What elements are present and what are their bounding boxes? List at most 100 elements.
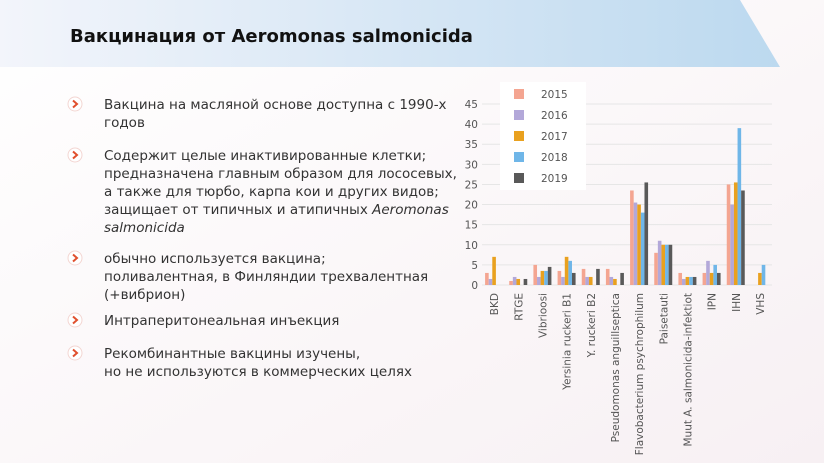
bullet-line: годов [104, 115, 145, 131]
bullet-line: Рекомбинантные вакцины изучены, [104, 346, 360, 362]
bar [692, 276, 697, 285]
bar [492, 256, 496, 285]
bar [654, 252, 658, 285]
x-tick-label: Pseudomonas anguillseptica [610, 293, 622, 442]
bar [488, 278, 493, 285]
bar [564, 256, 569, 285]
legend-swatch [514, 152, 524, 162]
bar [644, 182, 649, 285]
bar [726, 184, 731, 285]
bullet-list: Вакцина на масляной основе доступна с 19… [67, 96, 457, 380]
bar [557, 270, 562, 285]
x-tick-label: Vibrioosi [537, 293, 549, 338]
bullet-chevron [72, 348, 79, 358]
text-segment: предназначена главным образом для лососе… [104, 166, 457, 182]
bar [702, 272, 707, 285]
chart: 0 5 10 15 20 25 30 35 40 45 BKD RTGE Vibrioosi Yersin… [465, 82, 772, 455]
text-segment: Вакцина на масляной основе доступна с 19… [104, 97, 447, 113]
bar [561, 276, 565, 285]
bar [588, 276, 593, 285]
bar [709, 272, 714, 285]
bar [596, 268, 600, 285]
y-tick-label: 40 [465, 119, 478, 131]
text-segment: Aeromonas [371, 202, 449, 218]
header-band [0, 0, 780, 67]
bullet-line: поливалентная, в Финляндии трехвалентная [104, 269, 428, 285]
legend-swatch [514, 110, 524, 120]
bar [485, 272, 489, 285]
x-tick-label: Y. ruckeri B2 [586, 293, 598, 358]
bar [678, 272, 683, 285]
legend-label: 2019 [541, 173, 568, 185]
bullet-line: обычно используется вакцина; [104, 251, 326, 267]
bullet-line: (+вибрион) [104, 287, 185, 303]
bullet-line: предназначена главным образом для лососе… [104, 166, 457, 182]
bullet-chevron [72, 315, 79, 325]
bullet-chevron [72, 253, 79, 263]
bar [509, 280, 513, 285]
bar [668, 244, 673, 285]
y-tick-label: 35 [465, 139, 478, 151]
bar [661, 244, 666, 285]
bullet-icon [67, 312, 83, 328]
text-segment: защищает от типичных и атипичных [104, 202, 372, 218]
bar [516, 278, 521, 285]
text-segment: Интраперитонеальная инъекция [104, 313, 339, 329]
bar [620, 272, 624, 285]
text-segment: salmonicida [104, 220, 185, 236]
y-tick-label: 5 [471, 260, 478, 272]
text-segment: Содержит целые инактивированные клетки; [104, 148, 426, 164]
bullet-chevron [72, 150, 79, 160]
bar [761, 264, 766, 285]
x-tick-label: RTGE [513, 293, 525, 321]
bar [737, 128, 742, 285]
x-tick-label: IPN [707, 293, 719, 310]
bar [605, 268, 610, 285]
y-tick-label: 0 [471, 280, 478, 292]
slide-title: Вакцинация от Aeromonas salmonicida [70, 26, 473, 47]
bullet-chevron [72, 99, 79, 109]
legend-swatch [514, 173, 524, 183]
y-tick-label: 15 [465, 220, 478, 232]
y-tick-label: 10 [465, 240, 478, 252]
legend-label: 2017 [541, 131, 568, 143]
bar [713, 264, 717, 285]
bar [571, 272, 576, 285]
text-segment: обычно используется вакцина; [104, 251, 326, 267]
bullet-icon [67, 345, 83, 361]
bar [581, 268, 586, 285]
bullet-line: Содержит целые инактивированные клетки; [104, 148, 426, 164]
bar [665, 244, 669, 285]
bullet-line: Вакцина на масляной основе доступна с 19… [104, 97, 447, 113]
y-tick-label: 45 [465, 99, 478, 111]
bar [682, 278, 686, 285]
bullet-line: Интраперитонеальная инъекция [104, 313, 339, 329]
x-tick-label: IHN [731, 293, 743, 312]
bullet-icon [67, 96, 83, 112]
x-tick-label: BKD [489, 293, 501, 315]
bar [706, 260, 710, 285]
y-tick-label: 25 [465, 179, 478, 191]
bar [640, 212, 645, 285]
x-tick-label: Flavobacterium psychrophilum [634, 293, 646, 455]
bullet-line: а также для тюрбо, карпа кои и других ви… [104, 184, 439, 200]
bar [568, 260, 572, 285]
text-segment: (+вибрион) [104, 287, 185, 303]
text-segment: поливалентная, в Финляндии трехвалентная [104, 269, 428, 285]
bar [613, 278, 617, 285]
bar [585, 276, 589, 285]
bar [733, 182, 738, 285]
text-segment: годов [104, 115, 145, 131]
legend-label: 2015 [541, 89, 568, 101]
x-tick-label: Paisetauti [658, 293, 670, 344]
bar [637, 204, 641, 285]
x-tick-label: VHS [755, 293, 767, 315]
bar [533, 264, 538, 285]
y-tick-label: 20 [465, 200, 478, 212]
bar [657, 240, 662, 285]
bar [512, 276, 517, 285]
legend-swatch [514, 131, 524, 141]
bar [758, 272, 762, 285]
